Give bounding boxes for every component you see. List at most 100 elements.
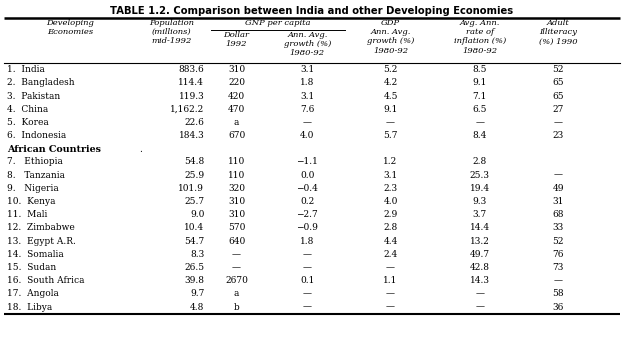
Text: —: — — [303, 303, 312, 312]
Text: 1.1: 1.1 — [383, 276, 397, 285]
Text: 58: 58 — [553, 290, 564, 299]
Text: 25.3: 25.3 — [470, 171, 490, 180]
Text: 73: 73 — [553, 263, 564, 272]
Text: 2.8: 2.8 — [473, 158, 487, 166]
Text: 0.1: 0.1 — [300, 276, 314, 285]
Text: 184.3: 184.3 — [178, 131, 204, 140]
Text: 49: 49 — [553, 184, 564, 193]
Text: —: — — [303, 250, 312, 259]
Text: 16.  South Africa: 16. South Africa — [7, 276, 84, 285]
Text: 22.6: 22.6 — [185, 118, 204, 127]
Text: African Countries: African Countries — [7, 145, 101, 154]
Text: 5.2: 5.2 — [383, 65, 397, 74]
Text: −1.1: −1.1 — [296, 158, 318, 166]
Text: 5.7: 5.7 — [383, 131, 397, 140]
Text: 310: 310 — [228, 65, 245, 74]
Text: 1.8: 1.8 — [300, 78, 314, 87]
Text: 42.8: 42.8 — [470, 263, 490, 272]
Text: —: — — [554, 276, 563, 285]
Text: 2670: 2670 — [225, 276, 248, 285]
Text: 9.1: 9.1 — [472, 78, 487, 87]
Text: Avg. Ann.
rate of
inflation (%)
1980-92: Avg. Ann. rate of inflation (%) 1980-92 — [454, 19, 506, 55]
Text: 2.9: 2.9 — [383, 210, 397, 219]
Text: 9.7: 9.7 — [190, 290, 204, 299]
Text: —: — — [386, 118, 395, 127]
Text: 6.  Indonesia: 6. Indonesia — [7, 131, 66, 140]
Text: —: — — [386, 290, 395, 299]
Text: 19.4: 19.4 — [470, 184, 490, 193]
Text: 27: 27 — [553, 105, 564, 114]
Text: 4.2: 4.2 — [383, 78, 397, 87]
Text: —: — — [386, 263, 395, 272]
Text: —: — — [475, 290, 484, 299]
Text: 33: 33 — [553, 224, 564, 233]
Text: 2.4: 2.4 — [383, 250, 397, 259]
Text: a: a — [234, 118, 239, 127]
Text: 15.  Sudan: 15. Sudan — [7, 263, 56, 272]
Text: 36: 36 — [553, 303, 564, 312]
Text: 17.  Angola: 17. Angola — [7, 290, 59, 299]
Text: 8.3: 8.3 — [190, 250, 204, 259]
Text: 18.  Libya: 18. Libya — [7, 303, 52, 312]
Text: 12.  Zimbabwe: 12. Zimbabwe — [7, 224, 75, 233]
Text: 1.8: 1.8 — [300, 237, 314, 246]
Text: −0.9: −0.9 — [296, 224, 318, 233]
Text: 4.  China: 4. China — [7, 105, 48, 114]
Text: Developing
Economies: Developing Economies — [46, 19, 94, 36]
Text: 310: 310 — [228, 210, 245, 219]
Text: 3.1: 3.1 — [300, 65, 314, 74]
Text: 4.0: 4.0 — [383, 197, 397, 206]
Text: 4.0: 4.0 — [300, 131, 314, 140]
Text: 3.1: 3.1 — [300, 92, 314, 100]
Text: 7.1: 7.1 — [472, 92, 487, 100]
Text: —: — — [232, 263, 241, 272]
Text: −2.7: −2.7 — [296, 210, 318, 219]
Text: 26.5: 26.5 — [184, 263, 204, 272]
Text: 2.  Bangladesh: 2. Bangladesh — [7, 78, 75, 87]
Text: 7.   Ethiopia: 7. Ethiopia — [7, 158, 63, 166]
Text: 420: 420 — [228, 92, 245, 100]
Text: —: — — [554, 118, 563, 127]
Text: 2.3: 2.3 — [384, 184, 397, 193]
Text: —: — — [475, 303, 484, 312]
Text: 110: 110 — [228, 158, 245, 166]
Text: 470: 470 — [228, 105, 245, 114]
Text: GDP
Ann. Avg.
growth (%)
1980-92: GDP Ann. Avg. growth (%) 1980-92 — [367, 19, 414, 55]
Text: 0.2: 0.2 — [300, 197, 314, 206]
Text: 25.7: 25.7 — [184, 197, 204, 206]
Text: 3.1: 3.1 — [383, 171, 397, 180]
Text: 11.  Mali: 11. Mali — [7, 210, 47, 219]
Text: 883.6: 883.6 — [178, 65, 204, 74]
Text: 14.  Somalia: 14. Somalia — [7, 250, 64, 259]
Text: 9.0: 9.0 — [190, 210, 204, 219]
Text: Adult
Illiteracy
(%) 1990: Adult Illiteracy (%) 1990 — [539, 19, 578, 45]
Text: 8.4: 8.4 — [472, 131, 487, 140]
Text: Ann. Avg.
growth (%)
1980-92: Ann. Avg. growth (%) 1980-92 — [284, 31, 331, 57]
Text: —: — — [303, 290, 312, 299]
Text: 310: 310 — [228, 197, 245, 206]
Text: .: . — [139, 145, 142, 154]
Text: 220: 220 — [228, 78, 245, 87]
Text: —: — — [554, 171, 563, 180]
Text: 5.  Korea: 5. Korea — [7, 118, 49, 127]
Text: GNP per capita: GNP per capita — [245, 19, 311, 27]
Text: —: — — [232, 250, 241, 259]
Text: 10.  Kenya: 10. Kenya — [7, 197, 56, 206]
Text: 8.   Tanzania: 8. Tanzania — [7, 171, 65, 180]
Text: 670: 670 — [228, 131, 245, 140]
Text: Dollar
1992: Dollar 1992 — [223, 31, 250, 48]
Text: —: — — [303, 263, 312, 272]
Text: b: b — [233, 303, 240, 312]
Text: 3.7: 3.7 — [473, 210, 487, 219]
Text: 6.5: 6.5 — [472, 105, 487, 114]
Text: —: — — [475, 118, 484, 127]
Text: 7.6: 7.6 — [300, 105, 314, 114]
Text: a: a — [234, 290, 239, 299]
Text: 39.8: 39.8 — [184, 276, 204, 285]
Text: 31: 31 — [553, 197, 564, 206]
Text: 640: 640 — [228, 237, 245, 246]
Text: TABLE 1.2. Comparison between India and other Developing Economies: TABLE 1.2. Comparison between India and … — [110, 6, 514, 16]
Text: 114.4: 114.4 — [178, 78, 204, 87]
Text: 8.5: 8.5 — [472, 65, 487, 74]
Text: 52: 52 — [553, 65, 564, 74]
